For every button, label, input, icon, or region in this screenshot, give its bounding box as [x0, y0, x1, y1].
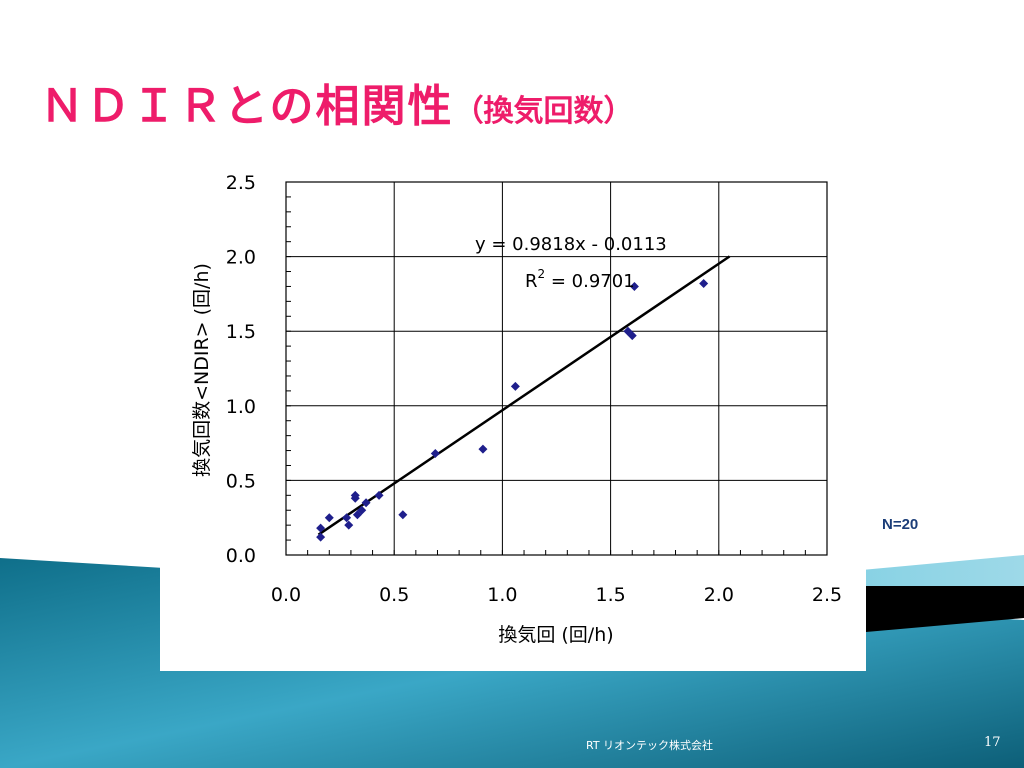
data-point [699, 278, 709, 288]
data-point [478, 444, 488, 454]
data-point [361, 498, 371, 508]
data-point [430, 449, 440, 459]
y-tick-label: 0.0 [226, 545, 256, 567]
slide-title: ＮＤＩＲとの相関性（換気回数） [40, 70, 634, 134]
r-squared-value: = 0.9701 [545, 271, 635, 292]
page-number: 17 [984, 735, 1001, 750]
data-point [316, 523, 326, 533]
sample-count-label: N=20 [882, 516, 919, 533]
trendline [317, 255, 731, 536]
x-tick-label: 2.5 [812, 584, 842, 606]
data-point [324, 513, 334, 523]
slide-title-sub: （換気回数） [453, 94, 634, 129]
y-tick-label: 1.0 [226, 396, 256, 418]
data-point [510, 381, 520, 391]
data-point [344, 520, 354, 530]
r-squared-label: R2 = 0.9701 [525, 267, 635, 292]
data-point [357, 505, 367, 515]
y-tick-label: 0.5 [226, 470, 256, 492]
x-tick-label: 1.0 [487, 584, 517, 606]
data-point [374, 490, 384, 500]
x-axis-label: 換気回 (回/h) [498, 624, 613, 646]
data-points [316, 278, 709, 542]
x-tick-labels: 0.0 0.5 1.0 1.5 2.0 2.5 [271, 584, 842, 606]
y-tick-label: 2.5 [226, 172, 256, 194]
x-tick-label: 2.0 [704, 584, 734, 606]
data-point [342, 513, 352, 523]
slide-title-main: ＮＤＩＲとの相関性 [40, 81, 454, 132]
data-point [398, 510, 408, 520]
chart-white-panel [160, 160, 866, 671]
r-squared-superscript: 2 [538, 267, 546, 281]
y-axis-label: 換気回数<NDIR> (回/h) [191, 263, 213, 477]
r-squared-symbol: R [525, 271, 538, 292]
chart-minor-ticks [285, 181, 828, 556]
plot-area-border [285, 181, 828, 556]
data-point [350, 490, 360, 500]
data-point [316, 532, 326, 542]
x-tick-label: 0.0 [271, 584, 301, 606]
trendline-equation: y = 0.9818x - 0.0113 [475, 234, 667, 255]
data-point [627, 331, 637, 341]
y-tick-label: 1.5 [226, 321, 256, 343]
footer-company: RT リオンテック株式会社 [586, 739, 714, 752]
y-tick-label: 2.0 [226, 247, 256, 269]
data-point [629, 281, 639, 291]
x-tick-label: 1.5 [595, 584, 625, 606]
x-tick-label: 0.5 [379, 584, 409, 606]
black-band-right [866, 586, 1024, 632]
y-tick-labels: 0.0 0.5 1.0 1.5 2.0 2.5 [226, 172, 256, 567]
